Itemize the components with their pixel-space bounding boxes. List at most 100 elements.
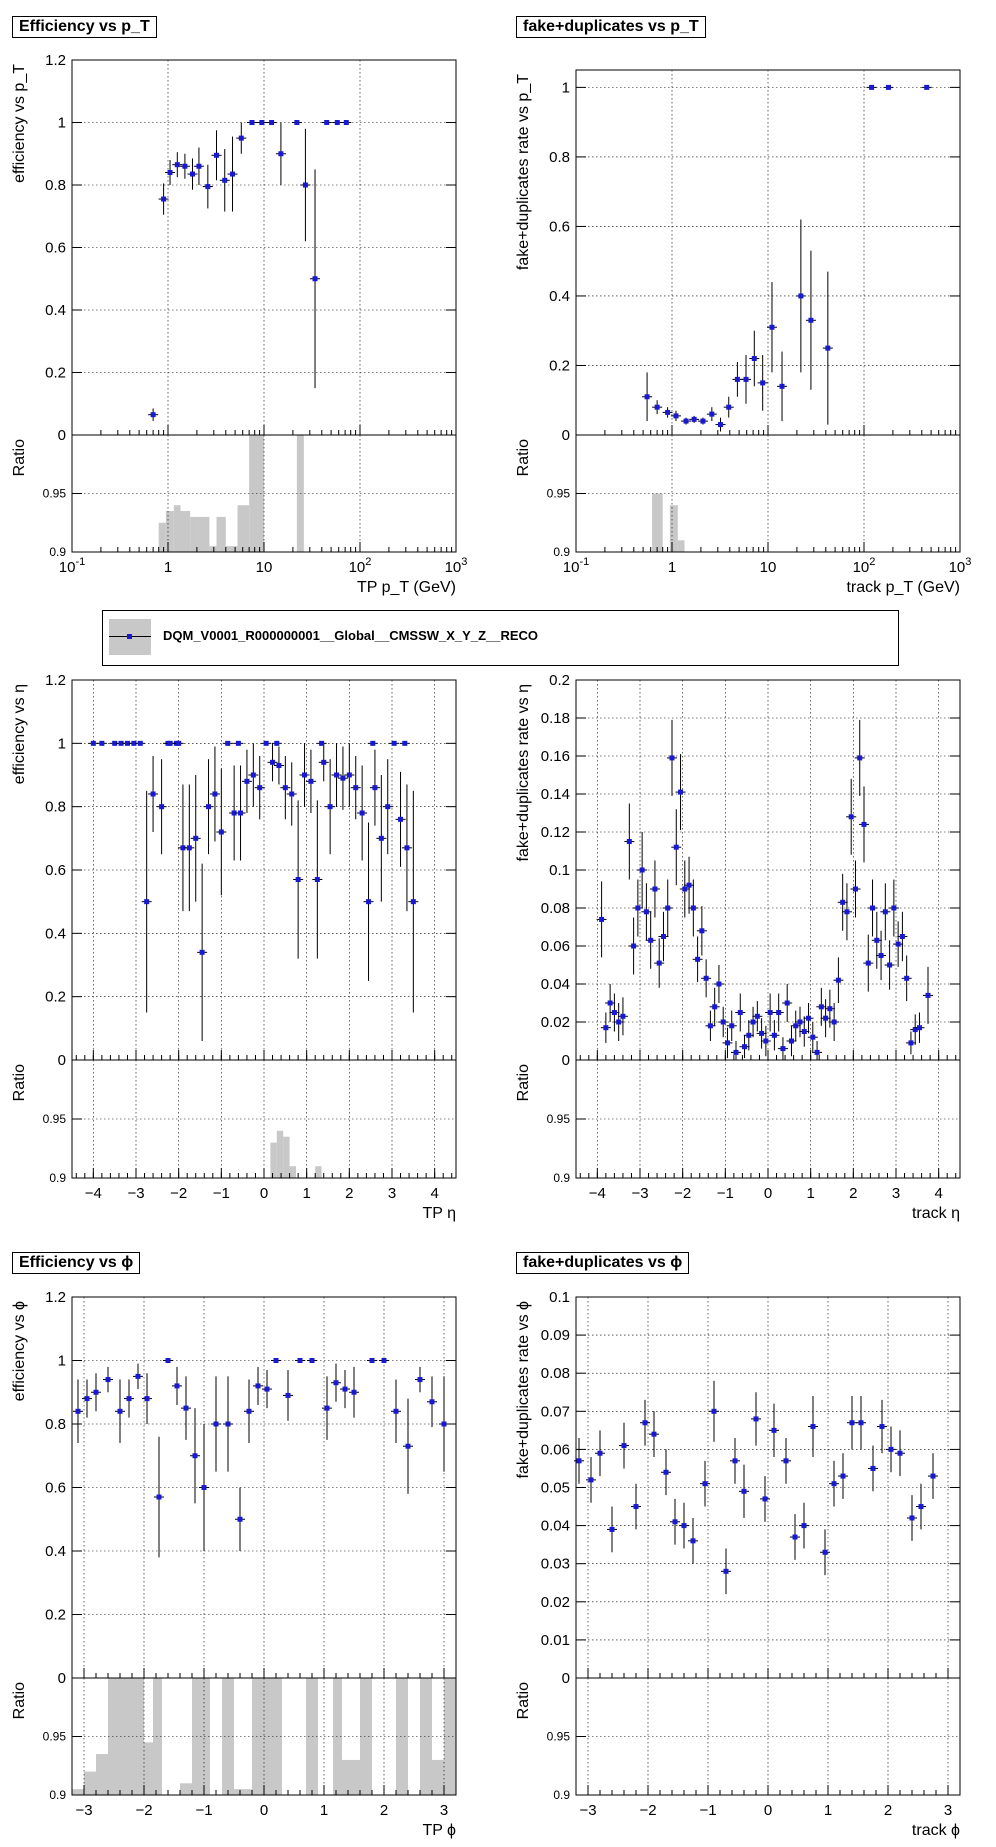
data-point	[351, 1389, 357, 1395]
data-point	[370, 740, 376, 746]
ratio-bar	[84, 1771, 96, 1795]
y-tick-label: 0	[562, 1052, 570, 1069]
panel-eff_phi: 0 0.2 0.4 0.6 0.8 1 1.2 0.9 0.95 −3 −2 −1 0 1 2 3 effici…	[11, 1289, 457, 1839]
y-tick-label: 0.14	[541, 786, 570, 803]
data-point	[754, 1013, 760, 1019]
ratio-bar	[165, 511, 174, 552]
data-point	[879, 1424, 885, 1430]
data-point	[753, 1416, 759, 1422]
legend-label: DQM_V0001_R000000001__Global__CMSSW_X_Y_…	[163, 628, 539, 643]
data-point	[182, 163, 188, 169]
data-point	[244, 778, 250, 784]
y-tick-label: 0.4	[549, 288, 570, 305]
data-point	[869, 84, 875, 90]
x-tick-label: 102	[853, 556, 876, 576]
data-point	[238, 135, 244, 141]
data-point	[309, 1358, 315, 1363]
data-point	[635, 905, 641, 911]
data-point	[711, 1408, 717, 1414]
data-point	[294, 120, 300, 125]
data-point	[759, 1030, 765, 1036]
data-point	[801, 1029, 807, 1034]
ratio-y-tick-label: 0.9	[553, 1171, 570, 1185]
ratio-bar	[360, 1678, 372, 1795]
ratio-y-tick-label: 0.9	[49, 1788, 66, 1802]
ratio-bar	[315, 1166, 322, 1178]
data-point	[897, 1450, 903, 1456]
y-tick-label: 0.8	[549, 149, 570, 166]
data-point	[912, 1027, 918, 1033]
data-point	[908, 1040, 914, 1046]
ratio-bar	[190, 516, 199, 552]
title-eff-phi-text: Efficiency vs ϕ	[19, 1254, 134, 1271]
data-point	[665, 409, 671, 415]
data-point	[681, 1523, 687, 1529]
data-point	[925, 992, 931, 998]
data-point	[644, 394, 650, 400]
y-tick-label: 0.8	[45, 177, 66, 194]
y-tick-label: 1	[58, 735, 66, 752]
data-point	[699, 928, 705, 934]
data-point	[825, 345, 831, 351]
data-point	[771, 1032, 777, 1038]
data-point	[131, 740, 137, 746]
data-point	[137, 740, 143, 746]
x-tick-label: −4	[85, 1185, 102, 1202]
y-axis-label-eff_pt: efficiency vs p_T	[11, 64, 28, 183]
data-point	[643, 909, 649, 915]
data-point	[249, 120, 255, 125]
x-tick-label: −2	[639, 1802, 656, 1819]
data-point	[733, 1049, 739, 1055]
data-point	[737, 1010, 743, 1015]
data-point	[276, 763, 282, 768]
data-point	[259, 120, 265, 125]
x-axis-label-eff_pt: TP p_T (GeV)	[357, 579, 456, 596]
data-point	[720, 1019, 726, 1025]
ratio-y-tick-label: 0.9	[49, 545, 66, 559]
data-point	[314, 877, 320, 882]
data-point	[633, 1504, 639, 1510]
data-point	[702, 1481, 708, 1487]
ratio-y-tick-label: 0.95	[43, 1730, 67, 1744]
data-point	[769, 324, 775, 330]
data-point	[429, 1399, 435, 1405]
data-point	[858, 1420, 864, 1426]
data-point	[814, 1049, 820, 1055]
data-point	[297, 1358, 303, 1363]
data-point	[105, 1377, 111, 1383]
data-point	[780, 1046, 786, 1052]
data-point	[642, 1420, 648, 1426]
data-point	[734, 376, 740, 382]
ratio-bar	[432, 1759, 444, 1795]
data-point	[788, 1038, 794, 1044]
data-point	[599, 916, 605, 922]
ratio-bar	[289, 1166, 296, 1178]
data-point	[263, 740, 269, 746]
data-point	[308, 778, 314, 784]
data-point	[626, 839, 632, 844]
y-tick-label: 0.2	[549, 357, 570, 374]
data-point	[779, 383, 785, 389]
data-point	[324, 120, 330, 125]
data-point	[156, 1494, 162, 1500]
data-point	[726, 404, 732, 410]
data-point	[695, 956, 701, 962]
x-tick-label: 10-1	[59, 556, 85, 576]
data-point	[359, 810, 365, 816]
data-point	[806, 1015, 812, 1021]
data-point	[225, 740, 231, 746]
ratio-bar	[96, 1754, 108, 1795]
y-tick-label: 0.12	[541, 824, 570, 841]
data-point	[346, 772, 352, 778]
x-tick-label: 1	[668, 559, 676, 576]
data-point	[93, 1389, 99, 1395]
data-point	[669, 755, 675, 761]
data-point	[150, 791, 156, 797]
data-point	[886, 84, 892, 90]
data-point	[616, 1019, 622, 1025]
ratio-bar	[234, 1789, 252, 1795]
data-point	[909, 1515, 915, 1521]
data-point	[289, 791, 295, 797]
data-point	[822, 1549, 828, 1555]
x-axis-label-eff_phi: TP ϕ	[422, 1822, 456, 1839]
